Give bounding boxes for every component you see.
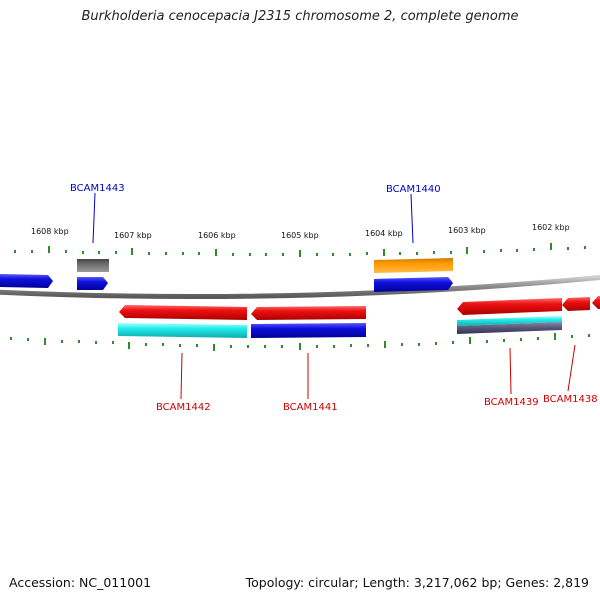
leader-line [567, 344, 576, 392]
scale-ticks-bottom [10, 333, 590, 351]
chromosome-backbone [0, 274, 600, 300]
gene-feature-red[interactable] [119, 305, 247, 320]
gene-label[interactable]: BCAM1441 [283, 402, 338, 413]
gene-feature-gray[interactable] [77, 259, 109, 272]
scale-label: 1608 kbp [31, 227, 69, 236]
scale-label: 1607 kbp [114, 231, 152, 240]
gene-label[interactable]: BCAM1438 [543, 394, 598, 405]
gene-feature-red[interactable] [592, 296, 600, 309]
gene-feature-red[interactable] [562, 297, 590, 311]
scale-label: 1603 kbp [448, 226, 486, 235]
gene-feature-red[interactable] [457, 298, 562, 315]
gene-label[interactable]: BCAM1440 [386, 184, 441, 195]
gene-feature-slate[interactable] [457, 322, 562, 334]
leader-line [410, 193, 414, 244]
gene-feature-blue[interactable] [77, 277, 108, 290]
gene-feature-blue[interactable] [0, 274, 53, 288]
gene-label[interactable]: BCAM1443 [70, 183, 125, 194]
leader-line [92, 192, 96, 244]
gene-feature-blue[interactable] [374, 277, 453, 292]
scale-label: 1605 kbp [281, 231, 319, 240]
scale-label: 1606 kbp [198, 231, 236, 240]
gene-label[interactable]: BCAM1439 [484, 397, 539, 408]
leader-line [180, 352, 183, 400]
gene-feature-cyan[interactable] [118, 323, 247, 338]
gene-feature-orange[interactable] [374, 258, 453, 273]
scale-label: 1604 kbp [365, 229, 403, 238]
leader-line [509, 347, 512, 395]
page-title: Burkholderia cenocepacia J2315 chromosom… [81, 9, 519, 24]
accession-text: Accession: NC_011001 [9, 575, 152, 590]
gene-feature-blue[interactable] [251, 323, 366, 338]
reverse-strand-features [118, 296, 600, 338]
scale-ticks-top [14, 243, 586, 257]
scale-label: 1602 kbp [532, 223, 570, 232]
forward-strand-features [0, 258, 453, 292]
gene-feature-cyan[interactable] [457, 316, 562, 326]
genome-summary-text: Topology: circular; Length: 3,217,062 bp… [245, 575, 589, 590]
gene-label[interactable]: BCAM1442 [156, 402, 211, 413]
gene-feature-red[interactable] [251, 306, 366, 320]
